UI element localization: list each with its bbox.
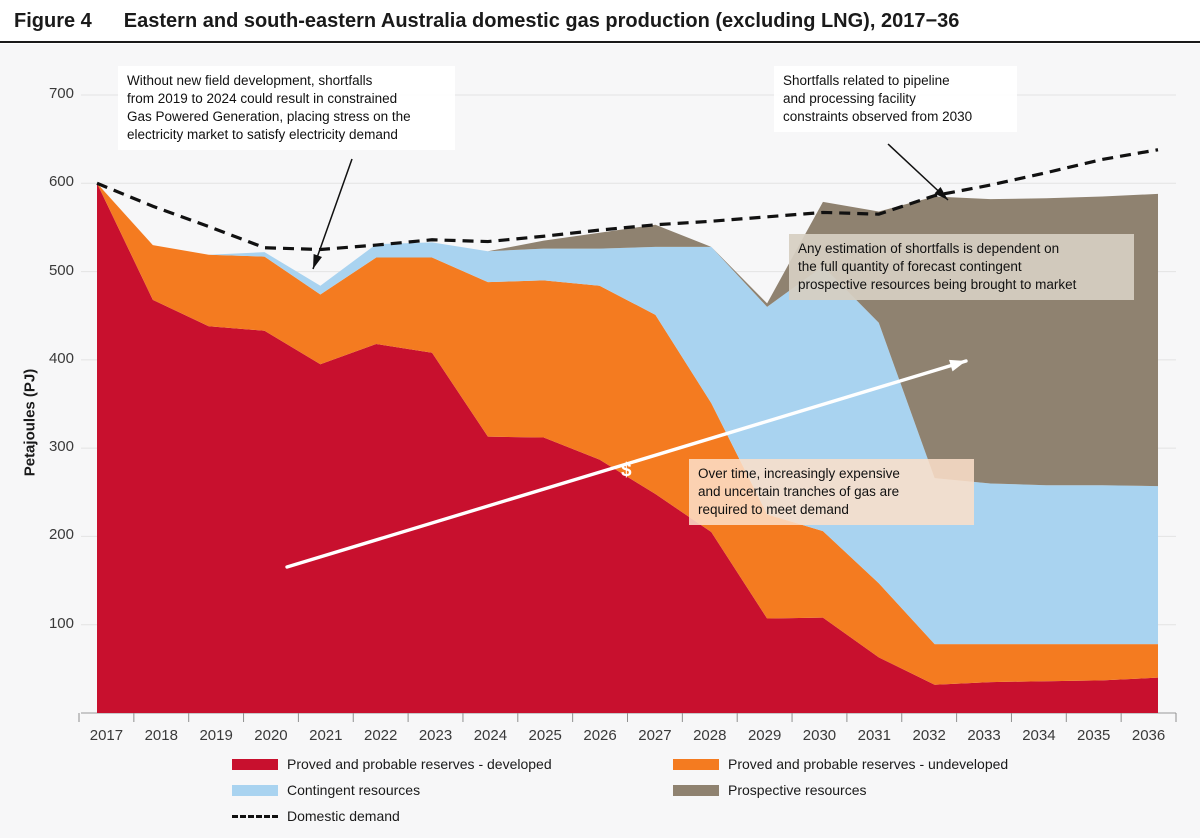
x-tick-label: 2027 (638, 727, 672, 744)
area-Proved and probable reserves - developed (97, 183, 1158, 714)
y-tick-label: 300 (48, 438, 74, 456)
arrow-gpg-shortfall (312, 158, 353, 270)
x-tick-label: 2029 (747, 727, 782, 744)
x-tick-label: 2026 (583, 727, 617, 744)
x-tick-label: 2028 (693, 727, 727, 744)
legend-swatch-prospective (673, 784, 719, 796)
x-tick-label: 2035 (1077, 727, 1111, 744)
x-tick-label: 2031 (857, 727, 891, 744)
cost-escalation-arrow (285, 359, 968, 569)
legend-label-developed: Proved and probable reserves - developed (287, 756, 552, 772)
legend-label-undeveloped: Proved and probable reserves - undevelop… (728, 756, 1009, 772)
legend-swatch-contingent (232, 784, 278, 796)
axis-tickmarks (78, 713, 1177, 722)
domestic-demand-line (96, 148, 1159, 252)
x-tick-label: 2020 (254, 727, 288, 744)
chart-canvas: Petajoules (PJ) 100 200 300 400 500 600 700 20… (0, 44, 1200, 838)
annotation-contingent-dependency: Any estimation of shortfalls is dependen… (789, 234, 1134, 300)
legend-item-domestic-demand[interactable]: Domestic demand (232, 808, 400, 824)
legend-label-prospective: Prospective resources (728, 782, 867, 798)
x-tick-label: 2032 (912, 727, 946, 744)
annotation-cost-escalation: Over time, increasingly expensive and un… (689, 459, 974, 525)
x-tick-label: 2034 (1022, 727, 1056, 744)
y-axis-title: Petajoules (PJ) (21, 368, 39, 477)
figure-header: Figure 4 Eastern and south-eastern Austr… (0, 0, 1200, 42)
x-tick-label: 2024 (473, 727, 508, 744)
figure-number: Figure 4 (14, 9, 92, 32)
legend-item-undeveloped[interactable]: Proved and probable reserves - undevelop… (673, 756, 1008, 772)
x-tick-label: 2021 (309, 727, 343, 744)
x-tick-label: 2025 (528, 727, 562, 744)
y-tick-label: 200 (48, 526, 74, 544)
annotation-gpg-shortfall: Without new field development, shortfall… (118, 66, 455, 150)
x-tick-label: 2022 (363, 727, 398, 744)
annotation-arrows (285, 143, 968, 569)
chart-legend: Proved and probable reserves - developed… (0, 752, 1200, 838)
x-tick-label: 2030 (802, 727, 837, 744)
area-Contingent resources (97, 183, 1158, 645)
cost-dollar-marker: $ (621, 460, 632, 481)
legend-swatch-undeveloped (673, 758, 719, 770)
x-tick-label: 2019 (199, 727, 233, 744)
legend-swatch-developed (232, 758, 278, 770)
legend-item-developed[interactable]: Proved and probable reserves - developed (232, 756, 552, 772)
legend-label-contingent: Contingent resources (287, 782, 421, 798)
x-tick-label: 2023 (418, 727, 453, 744)
page-title: Eastern and south-eastern Australia dome… (123, 9, 960, 32)
x-tick-label: 2017 (89, 727, 124, 744)
legend-item-contingent[interactable]: Contingent resources (232, 782, 420, 798)
x-tick-label: 2018 (144, 727, 178, 744)
x-tick-label: 2033 (967, 727, 1001, 744)
y-tick-label: 100 (48, 614, 74, 632)
stacked-area-chart (78, 94, 1177, 722)
title-divider (0, 41, 1200, 43)
legend-swatch-domestic-demand (232, 814, 278, 818)
annotation-pipeline-constraints: Shortfalls related to pipeline and proce… (774, 66, 1017, 132)
y-tick-label: 700 (48, 85, 74, 102)
y-tick-label: 600 (48, 173, 74, 191)
y-tick-label: 500 (48, 261, 74, 279)
arrow-pipeline-constraints (887, 143, 949, 201)
x-tick-label: 2036 (1131, 727, 1166, 744)
y-tick-label: 400 (48, 349, 74, 367)
legend-label-domestic-demand: Domestic demand (287, 808, 400, 824)
area-Proved and probable reserves - undeveloped (97, 183, 1158, 685)
legend-item-prospective[interactable]: Prospective resources (673, 782, 867, 798)
